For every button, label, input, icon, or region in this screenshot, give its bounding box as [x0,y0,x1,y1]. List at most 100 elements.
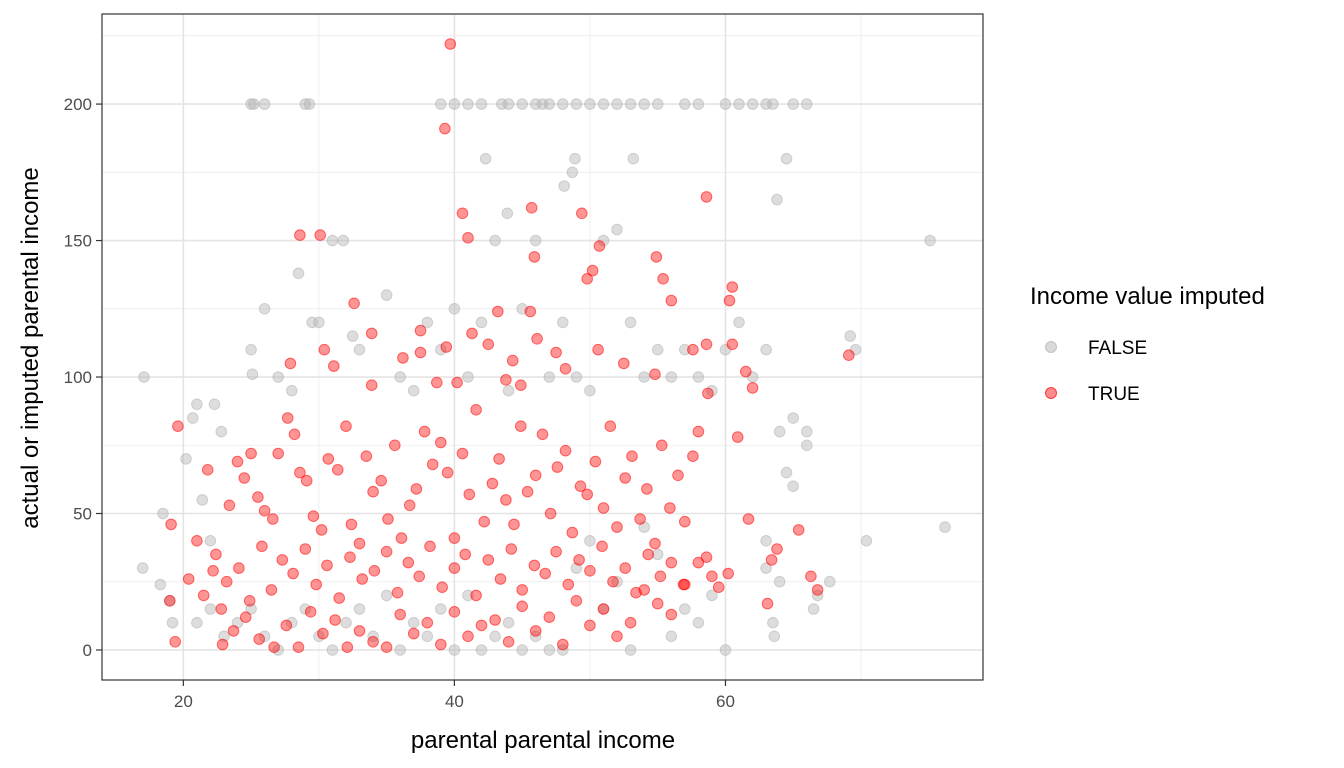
point-false [651,548,664,561]
point-true [414,346,427,359]
point-false [570,98,583,110]
point-true [436,581,449,594]
point-true [435,436,447,449]
point-false [501,207,514,220]
point-true [654,570,667,583]
point-true [570,595,583,607]
point-false [435,343,447,356]
point-false [346,330,359,342]
legend-label-true: TRUE [1088,384,1140,405]
point-true [619,562,632,574]
y-axis-title: actual or imputed parental income [17,167,44,529]
point-true [792,524,805,536]
point-true [657,273,669,285]
point-true [528,559,541,572]
point-false [773,575,786,588]
point-true [220,575,233,588]
point-true [253,633,266,645]
x-tick-label: 20 [174,692,193,711]
point-true [407,627,420,640]
point-false [679,603,691,615]
point-false [692,98,705,110]
point-false [462,589,474,602]
point-false [543,644,556,656]
point-false [421,316,434,329]
point-false [353,603,366,615]
point-false [299,98,312,110]
point-true [494,573,507,585]
point-true [258,505,271,517]
point-false [787,480,800,493]
y-tick-label: 100 [64,368,92,387]
point-true [525,202,538,214]
point-true [231,455,244,468]
point-false [489,234,501,247]
point-false [337,234,350,247]
point-true [382,513,394,525]
point-true [604,420,617,433]
point-true [642,548,655,561]
point-true [380,641,393,654]
point-true [805,570,817,583]
point-false [651,343,664,356]
point-false [529,234,542,247]
point-false [196,494,209,506]
point-true [574,480,587,493]
point-true [515,379,527,392]
point-false [543,371,556,383]
point-false [292,267,305,280]
plot-border [101,13,984,681]
x-tick-label: 60 [716,692,735,711]
point-true [723,294,736,307]
point-true [287,567,299,580]
point-true [529,469,542,482]
point-false [407,384,420,397]
point-true [345,518,358,531]
legend-key-false [1045,341,1057,353]
point-false [611,223,623,236]
point-false [475,316,488,329]
point-true [692,556,705,569]
point-true [470,589,482,602]
point-false [489,630,501,643]
point-true [314,229,327,241]
point-true [529,625,542,637]
point-false [258,303,271,315]
legend-title: Income value imputed [1030,283,1265,310]
point-false [245,343,257,356]
point-true [687,450,699,463]
point-true [559,363,572,375]
point-false [679,98,691,110]
point-true [280,619,293,632]
point-true [317,627,329,640]
point-true [489,614,501,626]
point-true [584,565,596,577]
point-true [665,556,678,569]
point-true [403,499,416,512]
point-true [344,551,356,564]
legend-label-false: FALSE [1088,338,1147,359]
point-true [435,638,447,651]
point-true [551,461,564,473]
point-true [573,554,585,566]
point-true [256,540,268,553]
point-true [395,532,408,544]
point-false [204,535,217,547]
point-false [624,644,637,656]
point-true [742,513,755,525]
point-false [584,98,596,110]
point-true [329,614,341,626]
point-true [566,526,579,539]
point-false [475,644,488,656]
point-true [300,474,313,487]
point-true [586,264,599,277]
point-true [169,636,181,648]
point-true [649,368,661,381]
point-false [394,371,407,383]
point-true [288,428,301,441]
point-true [414,324,427,337]
point-true [245,447,257,460]
point-true [506,354,519,367]
point-true [702,387,714,400]
point-true [441,466,454,479]
